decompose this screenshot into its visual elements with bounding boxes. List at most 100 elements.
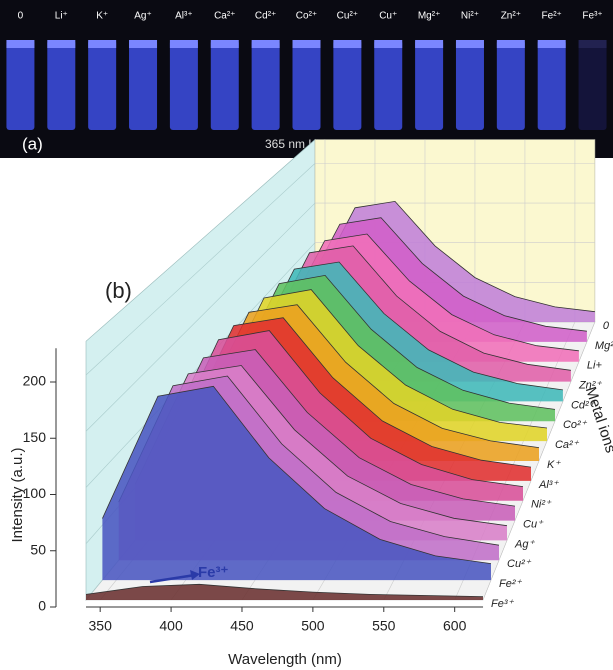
- z-tick-label: Ni²⁺: [531, 499, 552, 511]
- z-tick-label: Zn²⁺: [578, 379, 603, 391]
- series-line: [249, 261, 563, 391]
- vial: [88, 40, 117, 130]
- z-tick-label: Li+: [587, 360, 603, 372]
- vial: [537, 40, 566, 130]
- vial: [578, 40, 607, 130]
- vial-top: [292, 40, 321, 48]
- vial: [129, 40, 158, 130]
- vial: [210, 40, 239, 130]
- series-line: [265, 245, 571, 371]
- series-line: [281, 233, 579, 352]
- annotation-arrow: [149, 573, 196, 584]
- z-tick-label: K⁺: [547, 459, 561, 471]
- grid-line: [85, 202, 316, 432]
- y-tick-label: 150: [23, 429, 47, 445]
- ion-label: Al³⁺: [175, 11, 193, 22]
- ion-label: Cd²⁺: [255, 11, 276, 22]
- vial-top: [578, 40, 607, 48]
- series-line: [298, 217, 587, 332]
- vial-top: [47, 40, 76, 48]
- vial: [455, 40, 484, 130]
- ion-label: Mg²⁺: [418, 11, 441, 22]
- x-tick-label: 600: [443, 618, 467, 634]
- ion-label: Cu²⁺: [337, 11, 358, 22]
- vial-top: [496, 40, 525, 48]
- ion-label: Ni²⁺: [461, 11, 479, 22]
- series-area: [86, 584, 483, 600]
- vial-top: [210, 40, 239, 48]
- vial: [169, 40, 198, 130]
- series-line: [134, 365, 508, 527]
- vial: [496, 40, 525, 130]
- ion-label: 0: [18, 11, 24, 22]
- vial: [333, 40, 362, 130]
- series-line: [314, 200, 595, 313]
- vial: [292, 40, 321, 130]
- z-axis-label: Metal ions: [582, 385, 613, 455]
- series-line: [151, 349, 516, 507]
- vial-top: [333, 40, 362, 48]
- z-tick-label: Al³⁺: [538, 479, 559, 491]
- z-tick-label: 0: [603, 320, 610, 332]
- y-tick-label: 50: [30, 541, 46, 557]
- vial-top: [415, 40, 444, 48]
- panel-tag: (a): [22, 134, 43, 153]
- series-area: [102, 386, 492, 581]
- x-tick-label: 450: [230, 618, 254, 634]
- vial-top: [129, 40, 158, 48]
- vial: [251, 40, 280, 130]
- series-line: [232, 274, 556, 410]
- ion-label: Ag⁺: [134, 11, 152, 22]
- vial: [6, 40, 35, 130]
- vial: [47, 40, 76, 130]
- y-tick-label: 200: [23, 373, 47, 389]
- chart: 350 400 450 500 550 600 0 50 100 150 200 0 Mg²⁺ Li+ Zn…: [9, 138, 613, 668]
- series-line: [85, 583, 484, 597]
- ion-label: Ca²⁺: [214, 11, 235, 22]
- ion-label: Co²⁺: [296, 11, 317, 22]
- series-line: [200, 304, 540, 448]
- ion-label: Zn²⁺: [501, 11, 521, 22]
- ion-label: Fe²⁺: [542, 11, 562, 22]
- vial-top: [169, 40, 198, 48]
- vial-top: [455, 40, 484, 48]
- x-tick-label: 400: [159, 618, 183, 634]
- x-tick-label: 550: [372, 618, 396, 634]
- series-line: [167, 330, 524, 487]
- panel-tag: (b): [105, 278, 132, 303]
- series-line: [216, 289, 548, 429]
- ion-label: K⁺: [96, 11, 108, 22]
- ion-label: Fe³⁺: [582, 11, 602, 22]
- vial-top: [537, 40, 566, 48]
- x-axis-label: Wavelength (nm): [228, 651, 342, 668]
- y-axis-label: Intensity (a.u.): [9, 447, 26, 542]
- vials: [6, 40, 607, 130]
- z-tick-label: Mg²⁺: [595, 340, 613, 352]
- series-line: [183, 317, 532, 468]
- z-tick-label: Cu²⁺: [507, 558, 532, 570]
- z-tick-label: Ca²⁺: [555, 439, 580, 451]
- vial-top: [374, 40, 403, 48]
- ion-label: Li⁺: [55, 11, 68, 22]
- annotation-arrowhead: [190, 570, 200, 580]
- annotation: Fe³⁺: [198, 564, 229, 581]
- z-tick-label: Fe³⁺: [491, 598, 515, 610]
- series-line: [118, 375, 500, 546]
- vial-top: [251, 40, 280, 48]
- grid-line: [85, 163, 316, 376]
- y-tick-label: 100: [23, 485, 47, 501]
- z-tick-label: Cd²⁺: [571, 399, 596, 411]
- vial: [374, 40, 403, 130]
- x-tick-label: 350: [89, 618, 113, 634]
- z-tick-label: Fe²⁺: [499, 578, 523, 590]
- vial-top: [88, 40, 117, 48]
- ion-label: Cu⁺: [379, 11, 397, 22]
- z-tick-label: Co²⁺: [563, 419, 588, 431]
- x-tick-label: 500: [301, 618, 325, 634]
- z-tick-label: Ag⁺: [514, 538, 535, 550]
- vial: [415, 40, 444, 130]
- vial-top: [6, 40, 35, 48]
- y-tick-label: 0: [38, 598, 46, 614]
- z-tick-label: Cu⁺: [523, 518, 544, 530]
